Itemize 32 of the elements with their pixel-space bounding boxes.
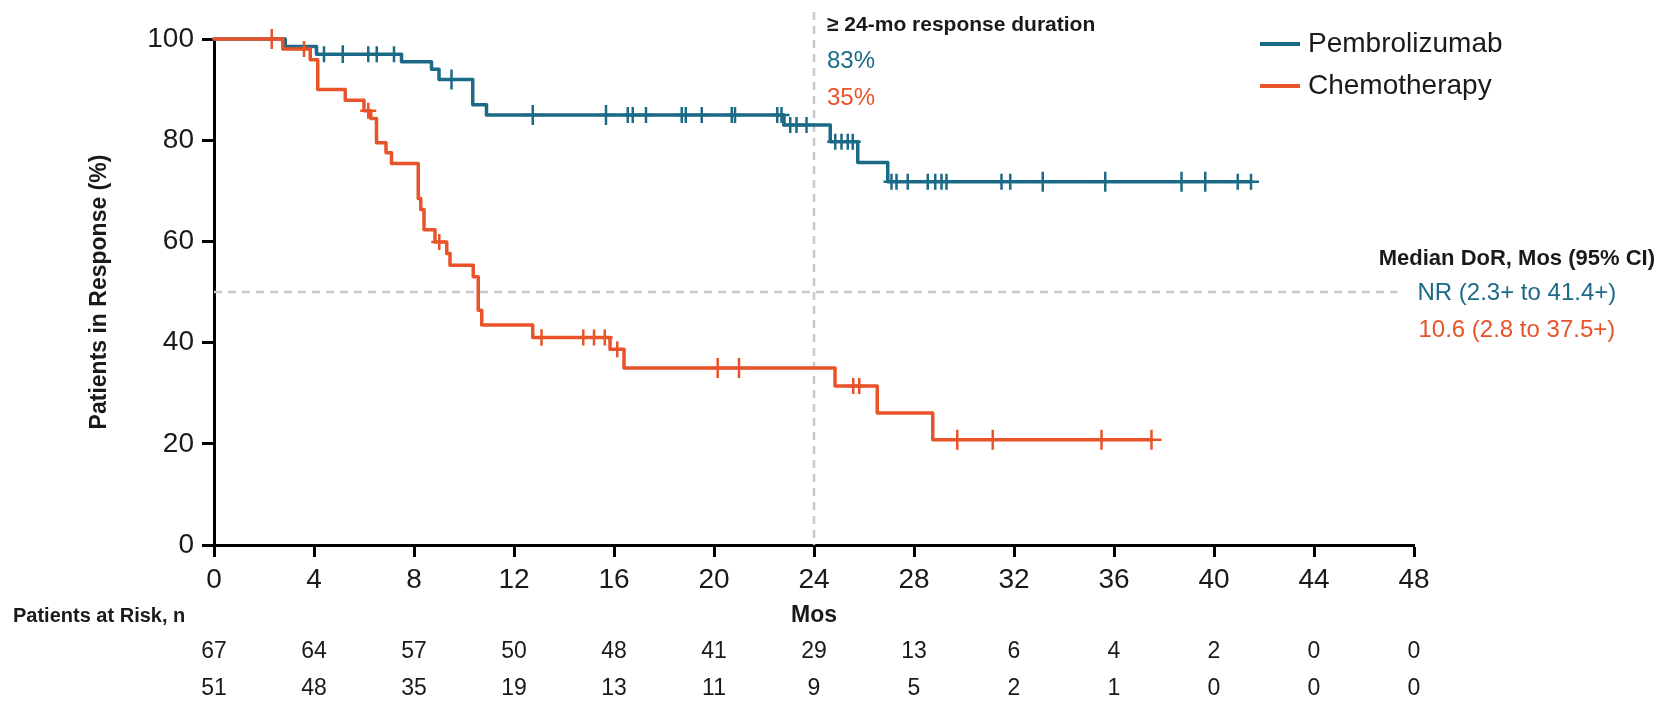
y-tick-label: 80 <box>162 122 194 154</box>
x-tick-label: 40 <box>1198 562 1230 594</box>
y-axis-title: Patients in Response (%) <box>85 154 112 430</box>
x-axis-title: Mos <box>791 601 837 628</box>
x-tick-label: 0 <box>206 562 222 594</box>
y-tick-label: 100 <box>147 21 194 53</box>
ref-line-label: ≥ 24-mo response duration <box>827 11 1096 35</box>
legend-label: Chemotherapy <box>1308 68 1492 100</box>
x-tick-label: 12 <box>498 562 530 594</box>
text: 10.6 (2.8 to 37.5+) <box>1418 314 1616 342</box>
text: Patients at Risk, n <box>13 603 186 626</box>
y-tick-label: 0 <box>178 527 194 559</box>
annotation: 83% <box>827 45 876 73</box>
x-tick-label: 32 <box>998 562 1030 594</box>
annotation: 35% <box>827 82 876 110</box>
x-tick-label: 16 <box>598 562 630 594</box>
x-tick-label: 36 <box>1098 562 1130 594</box>
x-tick-label: 28 <box>898 562 930 594</box>
x-tick-label: 44 <box>1298 562 1330 594</box>
legend-label: Pembrolizumab <box>1308 26 1503 58</box>
x-tick-label: 20 <box>698 562 730 594</box>
text: 51 48 35 19 13 11 9 5 2 1 0 0 0 <box>201 674 1421 701</box>
y-tick-label: 40 <box>162 325 194 357</box>
x-tick-label: 4 <box>306 562 322 594</box>
text: NR (2.3+ to 41.4+) <box>1417 277 1617 305</box>
text: 67 64 57 50 48 41 29 13 6 4 2 0 0 <box>201 637 1421 664</box>
x-tick-label: 48 <box>1398 562 1430 594</box>
x-tick-label: 8 <box>406 562 422 594</box>
y-tick-label: 60 <box>162 224 194 256</box>
y-tick-label: 20 <box>162 426 194 458</box>
ref-line-label: Median DoR, Mos (95% CI) <box>1378 245 1655 271</box>
x-tick-label: 24 <box>798 562 830 594</box>
